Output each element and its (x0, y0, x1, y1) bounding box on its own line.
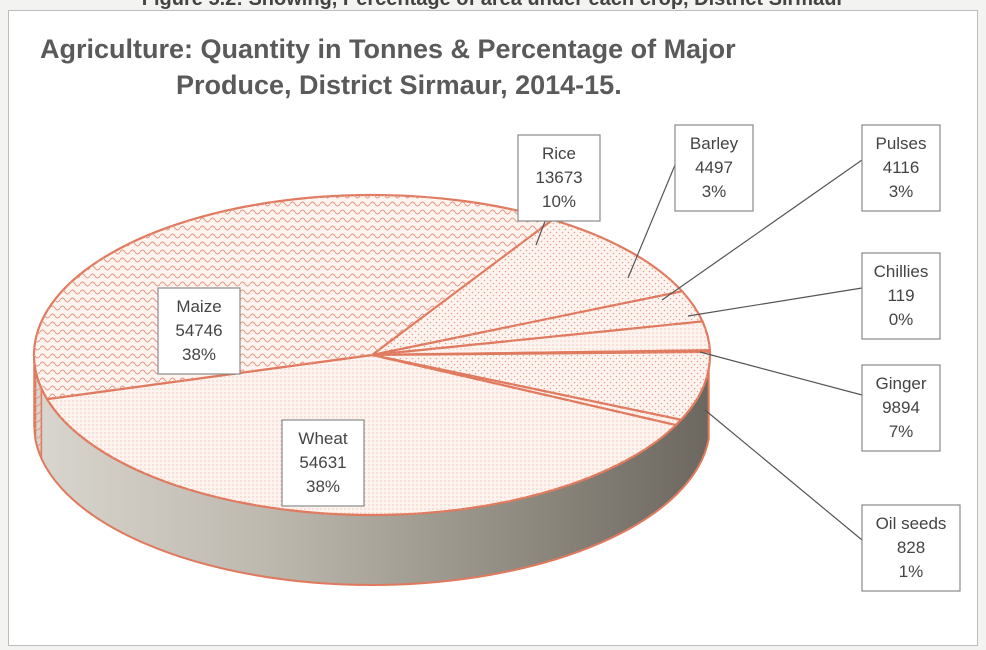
data-label-pulses: Pulses 4116 3% (861, 124, 941, 212)
pie-data-labels: Rice 13673 10% Barley 4497 3% Pulses 4116 3% Chil… (157, 124, 961, 592)
data-label-box-chillies (861, 252, 941, 340)
data-label-box-oil-seeds (861, 504, 961, 592)
data-label-value-rice: 13673 (535, 168, 582, 187)
data-label-percent-rice: 10% (542, 192, 576, 211)
leader-line-chillies (687, 287, 863, 317)
figure-caption-cut: Figure 5.2: Showing, Percentage of area … (0, 0, 986, 11)
data-label-percent-barley: 3% (702, 182, 727, 201)
data-label-name-chillies: Chillies (874, 262, 929, 281)
pie-slice-pattern-pulses (372, 321, 710, 355)
pie-slice-pattern-barley (372, 291, 703, 355)
data-label-box-wheat (281, 419, 365, 507)
data-label-name-ginger: Ginger (875, 374, 926, 393)
data-label-value-barley: 4497 (695, 158, 733, 177)
leader-line-barley (627, 164, 676, 279)
data-label-ginger: Ginger 9894 7% (861, 364, 941, 452)
data-label-percent-oil-seeds: 1% (899, 562, 924, 581)
pie-leader-lines (535, 159, 863, 541)
data-label-percent-maize: 38% (182, 345, 216, 364)
data-label-percent-chillies: 0% (889, 310, 914, 329)
data-label-box-rice (517, 134, 601, 222)
data-label-value-oil-seeds: 828 (897, 538, 925, 557)
data-label-box-barley (674, 124, 754, 212)
data-label-maize: Maize 54746 38% (157, 287, 241, 375)
data-label-box-ginger (861, 364, 941, 452)
chart-title-line-2: Produce, District Sirmaur, 2014-15. (176, 70, 622, 100)
data-label-name-wheat: Wheat (298, 429, 347, 448)
data-label-name-oil-seeds: Oil seeds (876, 514, 947, 533)
data-label-name-rice: Rice (542, 144, 576, 163)
data-label-value-chillies: 119 (887, 286, 914, 305)
data-label-oil-seeds: Oil seeds 828 1% (861, 504, 961, 592)
chart-title-line-1: Agriculture: Quantity in Tonnes & Percen… (40, 34, 736, 64)
leader-line-oil-seeds (704, 409, 863, 541)
pie-slice-pattern-rice (372, 219, 683, 355)
data-label-value-wheat: 54631 (299, 453, 346, 472)
data-label-name-maize: Maize (176, 297, 221, 316)
data-label-chillies: Chillies 119 0% (861, 252, 941, 340)
data-label-value-maize: 54746 (175, 321, 222, 340)
data-label-box-maize (157, 287, 241, 375)
data-label-name-pulses: Pulses (875, 134, 926, 153)
pie-top-face (32, 193, 712, 517)
data-label-percent-ginger: 7% (889, 422, 914, 441)
pie-slice-pattern-ginger (372, 351, 710, 420)
data-label-rice: Rice 13673 10% (517, 134, 601, 222)
data-label-box-pulses (861, 124, 941, 212)
leader-line-pulses (661, 159, 863, 301)
leader-line-ginger (699, 351, 863, 396)
data-label-wheat: Wheat 54631 38% (281, 419, 365, 507)
data-label-value-pulses: 4116 (883, 158, 920, 177)
data-label-value-ginger: 9894 (882, 398, 920, 417)
data-label-percent-pulses: 3% (889, 182, 914, 201)
data-label-name-barley: Barley (690, 134, 739, 153)
data-label-percent-wheat: 38% (306, 477, 340, 496)
data-label-barley: Barley 4497 3% (674, 124, 754, 212)
